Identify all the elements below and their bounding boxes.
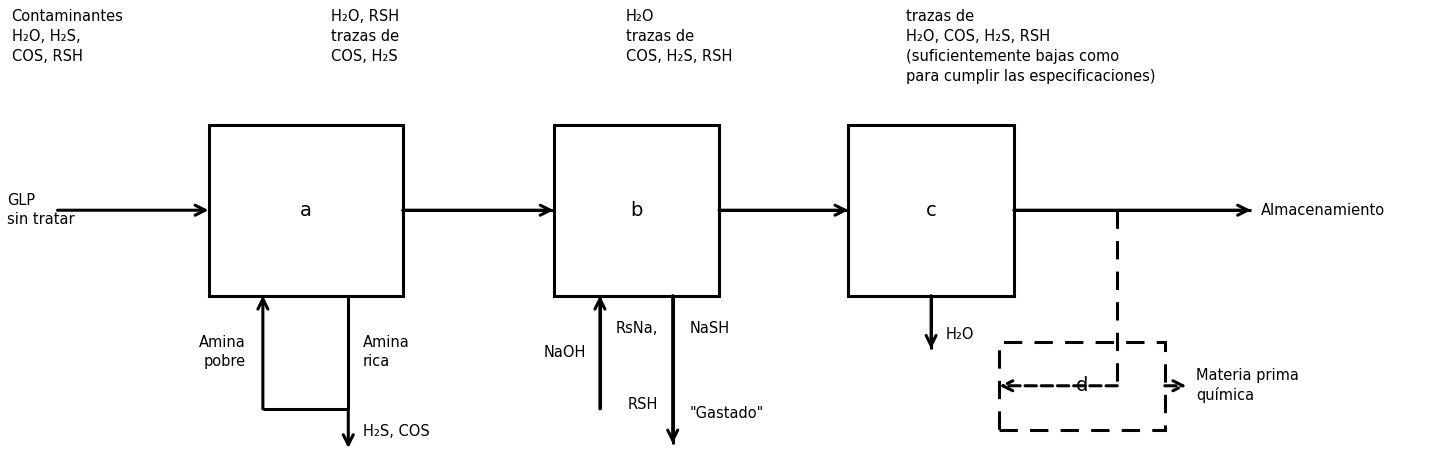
Text: "Gastado": "Gastado" xyxy=(690,406,764,421)
Text: RSH: RSH xyxy=(628,397,659,412)
Bar xyxy=(209,125,403,296)
Text: trazas de
H₂O, COS, H₂S, RSH
(suficientemente bajas como
para cumplir las especi: trazas de H₂O, COS, H₂S, RSH (suficiente… xyxy=(906,9,1156,84)
Text: H₂O, RSH
trazas de
COS, H₂S: H₂O, RSH trazas de COS, H₂S xyxy=(331,9,398,64)
Text: a: a xyxy=(299,201,312,220)
Text: b: b xyxy=(630,201,643,220)
Text: NaSH: NaSH xyxy=(690,321,731,335)
Text: Materia prima
química: Materia prima química xyxy=(1196,368,1300,403)
Text: RsNa,: RsNa, xyxy=(615,321,659,335)
Text: H₂O: H₂O xyxy=(946,328,974,342)
Bar xyxy=(999,342,1165,430)
Text: NaOH: NaOH xyxy=(544,345,585,360)
Text: c: c xyxy=(926,201,936,220)
Text: GLP
sin tratar: GLP sin tratar xyxy=(7,194,75,227)
Text: Amina
rica: Amina rica xyxy=(362,335,410,369)
Text: H₂O
trazas de
COS, H₂S, RSH: H₂O trazas de COS, H₂S, RSH xyxy=(626,9,732,64)
Text: Contaminantes
H₂O, H₂S,
COS, RSH: Contaminantes H₂O, H₂S, COS, RSH xyxy=(12,9,124,64)
Text: d: d xyxy=(1076,376,1089,395)
Bar xyxy=(554,125,719,296)
Text: Almacenamiento: Almacenamiento xyxy=(1261,203,1385,218)
Bar xyxy=(848,125,1014,296)
Text: Amina
pobre: Amina pobre xyxy=(198,335,246,369)
Text: H₂S, COS: H₂S, COS xyxy=(362,425,430,439)
